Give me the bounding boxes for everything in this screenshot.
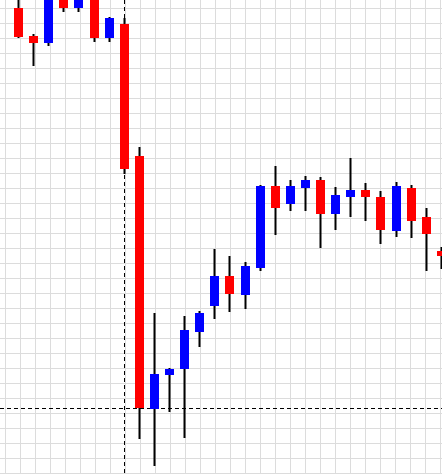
candle	[331, 187, 340, 230]
candle	[29, 34, 38, 66]
candle-body	[135, 156, 144, 408]
candle	[225, 256, 234, 312]
candle	[437, 247, 442, 269]
candle	[210, 249, 219, 319]
candle-body	[422, 217, 431, 234]
candle-body	[331, 195, 340, 214]
candle	[14, 0, 23, 38]
candle-body	[346, 190, 355, 197]
candle-body	[407, 188, 416, 221]
candle-body	[437, 251, 442, 256]
candle-body	[150, 374, 159, 409]
candle	[105, 17, 114, 42]
candle	[271, 166, 280, 235]
candle	[392, 182, 401, 237]
candle-body	[29, 36, 38, 43]
candle-body	[271, 186, 280, 208]
candle-body	[225, 276, 234, 294]
candle-body	[286, 186, 295, 204]
candle	[44, 0, 53, 46]
candle	[165, 368, 174, 412]
candle	[90, 0, 99, 42]
candle-body	[316, 180, 325, 214]
candle	[422, 208, 431, 271]
candle	[74, 0, 83, 12]
candles	[14, 0, 442, 466]
candle	[361, 183, 370, 221]
candle-body	[210, 276, 219, 306]
candle-body	[59, 0, 68, 8]
candle	[241, 262, 250, 309]
candle-body	[301, 180, 310, 188]
candle-body	[44, 0, 53, 43]
candle-body	[392, 186, 401, 231]
candle-body	[241, 266, 250, 295]
candle-body	[180, 330, 189, 369]
candle	[256, 185, 265, 271]
candle	[180, 316, 189, 438]
candle	[316, 177, 325, 248]
candle	[346, 158, 355, 217]
candle-body	[361, 190, 370, 197]
candle	[407, 185, 416, 238]
candle	[195, 311, 204, 347]
candle	[59, 0, 68, 12]
candle-body	[165, 369, 174, 375]
candle	[150, 313, 159, 466]
candle	[301, 176, 310, 211]
candle-body	[120, 24, 129, 169]
candle-body	[195, 313, 204, 332]
candle-body	[74, 0, 83, 8]
candle	[135, 147, 144, 439]
candle-body	[14, 8, 23, 37]
candle-body	[105, 18, 114, 38]
candle-body	[256, 186, 265, 268]
candle	[286, 180, 295, 211]
candle	[376, 191, 385, 244]
candle-body	[376, 197, 385, 230]
candle	[120, 18, 129, 174]
candle-body	[90, 0, 99, 38]
